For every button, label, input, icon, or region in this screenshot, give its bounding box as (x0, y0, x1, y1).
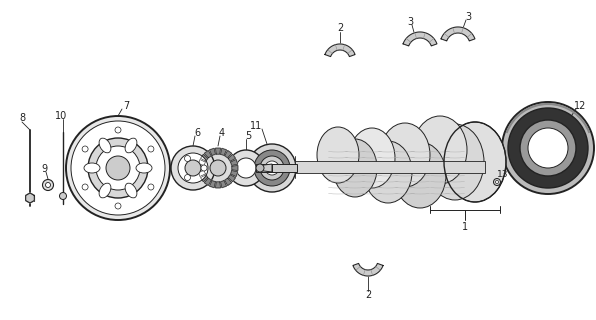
Ellipse shape (125, 138, 137, 153)
Circle shape (495, 180, 498, 183)
Polygon shape (225, 178, 232, 186)
Text: 6: 6 (194, 128, 200, 138)
Circle shape (82, 184, 88, 190)
Circle shape (260, 156, 284, 180)
Polygon shape (198, 171, 205, 176)
Text: 3: 3 (407, 17, 413, 27)
Circle shape (528, 128, 568, 168)
Text: 3: 3 (465, 12, 471, 22)
Polygon shape (325, 44, 355, 57)
Ellipse shape (317, 127, 359, 183)
Circle shape (45, 182, 51, 188)
Polygon shape (353, 263, 383, 276)
Circle shape (66, 116, 170, 220)
Polygon shape (225, 150, 232, 158)
Circle shape (228, 150, 264, 186)
Ellipse shape (364, 141, 412, 203)
Polygon shape (216, 148, 221, 154)
Circle shape (42, 180, 54, 190)
Text: 8: 8 (19, 113, 25, 123)
Circle shape (248, 144, 296, 192)
Bar (256, 164, 274, 172)
Circle shape (96, 146, 140, 190)
Polygon shape (216, 182, 221, 188)
Circle shape (71, 121, 165, 215)
Polygon shape (221, 148, 226, 155)
Text: 2: 2 (365, 290, 371, 300)
Ellipse shape (380, 123, 430, 187)
Polygon shape (441, 27, 475, 41)
Circle shape (185, 174, 191, 180)
Circle shape (508, 108, 588, 188)
Text: 7: 7 (123, 101, 129, 111)
Circle shape (210, 160, 226, 176)
Circle shape (203, 153, 233, 183)
Polygon shape (26, 193, 35, 203)
Circle shape (115, 203, 121, 209)
Circle shape (185, 160, 201, 176)
Ellipse shape (349, 128, 395, 188)
Circle shape (502, 102, 594, 194)
Polygon shape (260, 164, 272, 172)
Circle shape (265, 161, 279, 175)
Polygon shape (232, 165, 238, 171)
Text: 5: 5 (245, 131, 251, 141)
Circle shape (148, 146, 154, 152)
Bar (295, 161, 485, 173)
Ellipse shape (333, 139, 377, 197)
Circle shape (88, 138, 148, 198)
Circle shape (493, 179, 501, 186)
Polygon shape (210, 148, 215, 155)
Bar (272, 164, 297, 172)
Circle shape (106, 156, 130, 180)
Circle shape (60, 193, 67, 199)
Ellipse shape (444, 122, 506, 202)
Text: 4: 4 (219, 128, 225, 138)
Polygon shape (403, 32, 437, 46)
Polygon shape (198, 160, 205, 165)
Text: 13: 13 (497, 170, 509, 179)
Polygon shape (231, 160, 238, 165)
Ellipse shape (394, 142, 446, 208)
Text: 12: 12 (574, 101, 586, 111)
Circle shape (256, 164, 264, 172)
Circle shape (178, 153, 208, 183)
Polygon shape (204, 178, 211, 186)
Circle shape (201, 165, 207, 171)
Circle shape (171, 146, 215, 190)
Polygon shape (200, 175, 208, 182)
Circle shape (115, 127, 121, 133)
Ellipse shape (426, 124, 484, 200)
Text: 1: 1 (462, 222, 468, 232)
Ellipse shape (99, 183, 111, 198)
Circle shape (148, 184, 154, 190)
Text: 9: 9 (41, 164, 47, 174)
Text: 2: 2 (337, 23, 343, 33)
Circle shape (520, 120, 576, 176)
Polygon shape (204, 150, 211, 158)
Polygon shape (221, 181, 226, 188)
Circle shape (236, 158, 256, 178)
Ellipse shape (125, 183, 137, 198)
Circle shape (82, 146, 88, 152)
Ellipse shape (413, 116, 467, 184)
Ellipse shape (99, 138, 111, 153)
Polygon shape (231, 171, 238, 176)
Polygon shape (228, 175, 235, 182)
Polygon shape (210, 181, 215, 188)
Circle shape (185, 156, 191, 162)
Ellipse shape (136, 163, 152, 173)
Ellipse shape (84, 163, 100, 173)
Circle shape (254, 150, 290, 186)
Polygon shape (228, 154, 235, 161)
Text: 10: 10 (55, 111, 67, 121)
Polygon shape (200, 154, 208, 161)
Text: 11: 11 (250, 121, 262, 131)
Polygon shape (198, 165, 204, 171)
